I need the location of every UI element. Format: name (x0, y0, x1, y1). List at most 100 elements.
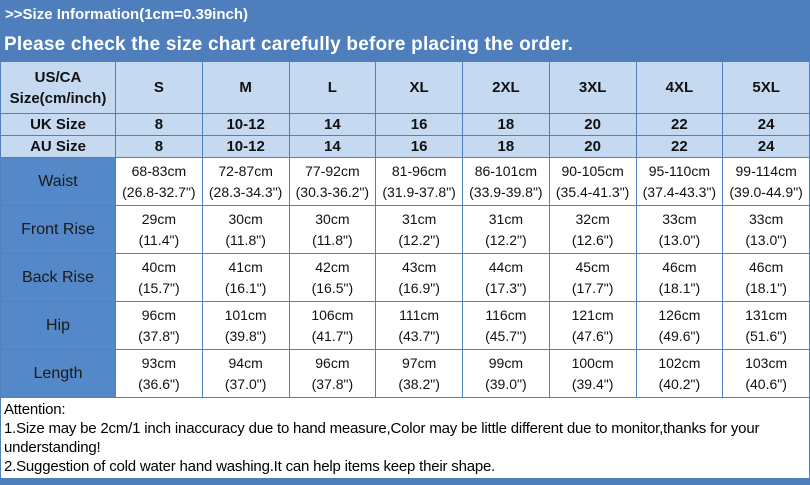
au-size-value: 8 (115, 135, 203, 158)
cm-value: 68-83cm (131, 162, 187, 179)
cm-value: 30cm (315, 210, 350, 227)
inch-value: (39.4") (571, 375, 614, 392)
measure-cell: 72-87cm (28.3-34.3") (201, 157, 290, 206)
inch-value: (17.7") (571, 279, 614, 296)
row-label: UK Size (0, 113, 116, 136)
row-label: Length (0, 349, 116, 398)
measure-cell: 45cm (17.7") (548, 253, 637, 302)
size-header-5xl: 5XL (722, 61, 810, 114)
inch-value: (36.6") (138, 375, 180, 392)
measure-cell: 81-96cm (31.9-37.8") (375, 157, 463, 206)
size-header-3xl: 3XL (548, 61, 637, 114)
uk-size-value: 22 (635, 113, 724, 136)
corner-header: US/CA Size(cm/inch) (0, 61, 116, 114)
table-row-front-rise: Front Rise 29cm (11.4") 30cm (11.8") 30cm (… (0, 205, 810, 254)
inch-value: (47.6") (571, 327, 614, 344)
inch-value: (16.9") (398, 279, 440, 296)
inch-value: (38.2") (398, 375, 440, 392)
inch-value: (40.6") (745, 375, 787, 392)
inch-value: (39.0") (485, 375, 527, 392)
cm-value: 33cm (662, 210, 697, 227)
size-header-4xl: 4XL (635, 61, 724, 114)
measure-cell: 101cm (39.8") (201, 301, 290, 350)
cm-value: 45cm (575, 258, 610, 275)
measure-cell: 44cm (17.3") (462, 253, 550, 302)
uk-size-value: 24 (722, 113, 810, 136)
measure-cell: 77-92cm (30.3-36.2") (288, 157, 377, 206)
table-row-au-size: AU Size 8 10-12 14 16 18 20 22 24 (0, 135, 810, 158)
measure-cell: 99cm (39.0") (462, 349, 550, 398)
cm-value: 46cm (662, 258, 697, 275)
cm-value: 29cm (141, 210, 176, 227)
measure-cell: 99-114cm (39.0-44.9") (722, 157, 810, 206)
measure-cell: 46cm (18.1") (635, 253, 724, 302)
row-label: Back Rise (0, 253, 116, 302)
cm-value: 32cm (575, 210, 610, 227)
inch-value: (49.6") (658, 327, 701, 344)
inch-value: (12.2") (398, 231, 440, 248)
measure-cell: 86-101cm (33.9-39.8") (462, 157, 550, 206)
cm-value: 42cm (315, 258, 350, 275)
inch-value: (11.8") (312, 231, 353, 248)
inch-value: (39.0-44.9") (729, 183, 803, 200)
attention-note-2: 2.Suggestion of cold water hand washing.… (4, 458, 496, 475)
table-row-waist: Waist 68-83cm (26.8-32.7") 72-87cm (28.3-3… (0, 157, 810, 206)
row-label: Hip (0, 301, 116, 350)
measure-cell: 46cm (18.1") (722, 253, 810, 302)
cm-value: 33cm (749, 210, 784, 227)
inch-value: (12.2") (485, 231, 527, 248)
au-size-value: 24 (722, 135, 810, 158)
measure-cell: 94cm (37.0") (201, 349, 290, 398)
inch-value: (39.8") (224, 327, 267, 344)
size-header-m: M (201, 61, 290, 114)
bottom-blue-strip (0, 478, 810, 485)
inch-value: (51.6") (745, 327, 787, 344)
cm-value: 43cm (402, 258, 437, 275)
inch-value: (30.3-36.2") (295, 183, 370, 200)
measure-cell: 95-110cm (37.4-43.3") (635, 157, 724, 206)
measure-cell: 96cm (37.8") (288, 349, 377, 398)
cm-value: 95-110cm (648, 162, 710, 179)
measure-cell: 90-105cm (35.4-41.3") (548, 157, 637, 206)
cm-value: 121cm (571, 306, 614, 323)
measure-cell: 102cm (40.2") (635, 349, 724, 398)
cm-value: 86-101cm (474, 162, 537, 179)
attention-section: Attention: 1.Size may be 2cm/1 inch inac… (0, 398, 810, 478)
inch-value: (12.6") (571, 231, 614, 248)
measure-cell: 42cm (16.5") (288, 253, 377, 302)
inch-value: (13.0") (658, 231, 701, 248)
inch-value: (33.9-39.8") (469, 183, 543, 200)
cm-value: 44cm (488, 258, 523, 275)
measure-cell: 68-83cm (26.8-32.7") (115, 157, 203, 206)
table-row-hip: Hip 96cm (37.8") 101cm (39.8") 106cm (41.7"… (0, 301, 810, 350)
measure-cell: 30cm (11.8") (288, 205, 377, 254)
measure-cell: 106cm (41.7") (288, 301, 377, 350)
measure-cell: 41cm (16.1") (201, 253, 290, 302)
cm-value: 99cm (488, 354, 523, 371)
cm-value: 72-87cm (218, 162, 273, 179)
inch-value: (17.3") (485, 279, 527, 296)
inch-value: (13.0") (745, 231, 787, 248)
measure-cell: 96cm (37.8") (115, 301, 203, 350)
size-header-xl: XL (375, 61, 463, 114)
cm-value: 40cm (141, 258, 176, 275)
au-size-value: 14 (288, 135, 377, 158)
uk-size-value: 10-12 (201, 113, 290, 136)
measure-cell: 29cm (11.4") (115, 205, 203, 254)
size-header-l: L (288, 61, 377, 114)
cm-value: 131cm (745, 306, 788, 323)
table-row-back-rise: Back Rise 40cm (15.7") 41cm (16.1") 42cm (1… (0, 253, 810, 302)
cm-value: 77-92cm (305, 162, 360, 179)
inch-value: (37.4-43.3") (642, 183, 717, 200)
au-size-value: 18 (462, 135, 550, 158)
inch-value: (16.5") (311, 279, 354, 296)
inch-value: (37.8") (138, 327, 180, 344)
inch-value: (15.7") (138, 279, 180, 296)
cm-value: 111cm (399, 306, 440, 323)
measure-cell: 31cm (12.2") (462, 205, 550, 254)
measure-cell: 33cm (13.0") (635, 205, 724, 254)
measure-cell: 97cm (38.2") (375, 349, 463, 398)
measure-cell: 43cm (16.9") (375, 253, 463, 302)
measure-cell: 103cm (40.6") (722, 349, 810, 398)
